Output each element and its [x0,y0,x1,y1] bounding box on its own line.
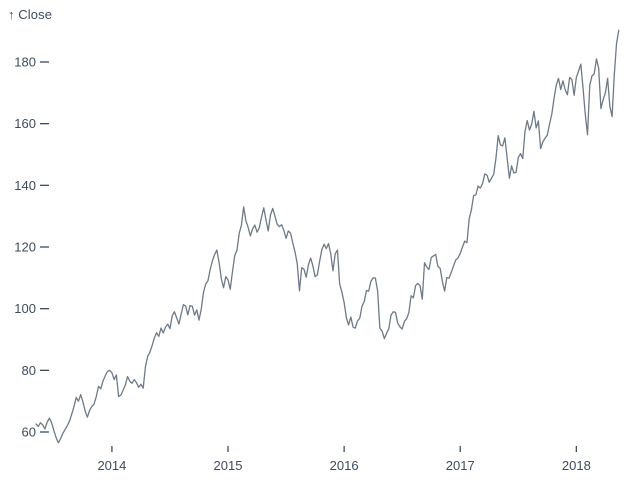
y-axis-tick-label: 140 [14,178,36,193]
y-axis-tick-label: 160 [14,116,36,131]
x-axis-tick-label: 2014 [97,458,126,473]
y-axis-tick-label: 100 [14,301,36,316]
x-axis-tick-label: 2017 [446,458,475,473]
x-axis-tick-label: 2015 [214,458,243,473]
y-axis-tick-label: 120 [14,240,36,255]
x-axis-tick-label: 2018 [562,458,591,473]
y-axis-tick-label: 180 [14,55,36,70]
y-axis-tick-label: 80 [22,363,36,378]
price-line [35,29,620,444]
y-axis-title: ↑ Close [8,7,53,22]
x-axis-tick-label: 2016 [330,458,359,473]
y-axis-tick-label: 60 [22,425,36,440]
